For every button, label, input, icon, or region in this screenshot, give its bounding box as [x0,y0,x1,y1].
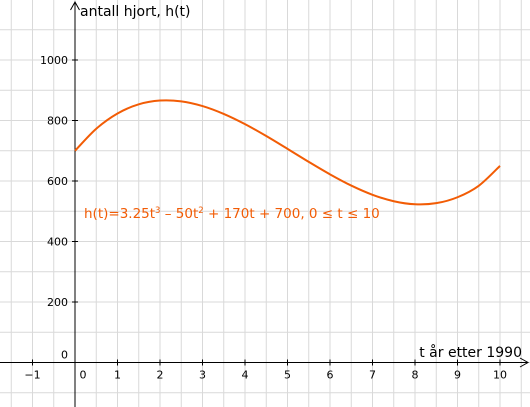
y-axis-label: antall hjort, h(t) [80,4,191,20]
x-axis-label: t år etter 1990 [419,344,522,361]
formula-exp-3: 3 [155,206,160,216]
formula-exp-2: 2 [198,206,203,216]
function-formula: h(t)=3.25t3 – 50t2 + 170t + 700, 0 ≤ t ≤… [84,206,380,222]
formula-main: h(t)=3.25t [84,206,155,222]
y-tick-label: 400 [47,236,68,249]
x-tick-label: 3 [199,369,206,382]
y-tick-label: 0 [61,349,68,362]
x-tick-label: 1 [114,369,121,382]
x-tick-label: 8 [412,369,419,382]
y-tick-label: 600 [47,175,68,188]
x-tick-label: 10 [493,369,507,382]
x-axis-arrow [519,357,530,368]
tick-labels: −1 0 1 2 3 4 5 6 7 8 9 10 0 200 400 600 800 1000 [24,54,507,382]
x-tick-label: 2 [157,369,164,382]
x-tick-label: 4 [242,369,249,382]
x-tick-label: 6 [327,369,334,382]
y-tick-label: 200 [47,296,68,309]
y-axis-arrow [70,0,80,11]
formula-tail: + 170t + 700, 0 ≤ t ≤ 10 [204,206,380,222]
x-tick-label: 9 [454,369,461,382]
series-line-h [74,99,501,206]
y-tick-label: 800 [47,115,68,128]
x-tick-label: 5 [284,369,291,382]
x-tick-label: 7 [369,369,376,382]
formula-mid: – 50t [160,206,198,222]
y-tick-label: 1000 [40,54,68,67]
x-tick-label: 0 [80,369,87,382]
x-tick-label: −1 [24,369,40,382]
